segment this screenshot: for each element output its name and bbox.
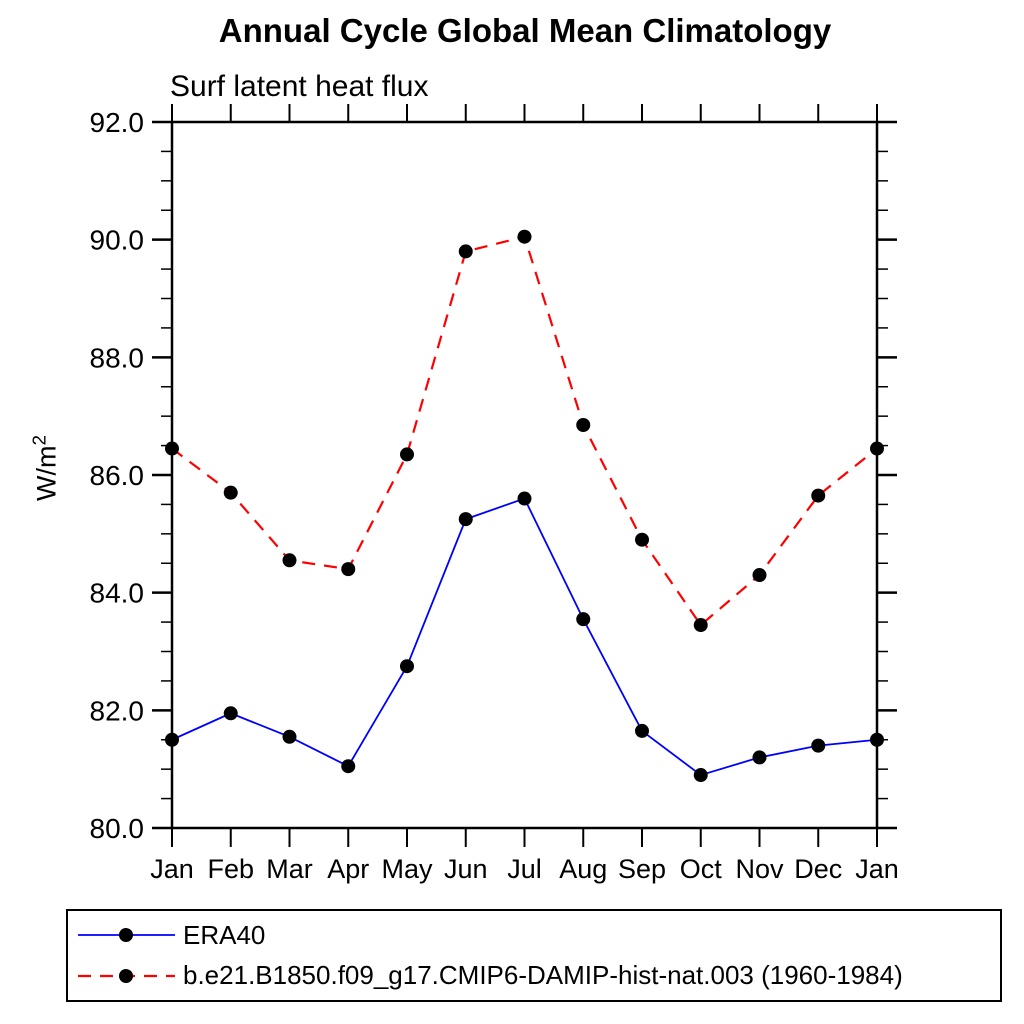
legend-item-era40: ERA40	[74, 916, 1000, 954]
data-point-0	[282, 729, 297, 744]
series-line-1	[171, 235, 878, 627]
data-point-0	[870, 732, 884, 747]
data-point-0	[400, 659, 414, 674]
x-axis-tick-label: Dec	[794, 854, 842, 884]
data-point-0	[811, 738, 826, 753]
data-point-1	[752, 568, 767, 583]
x-axis-tick-label: Nov	[735, 854, 784, 884]
data-point-0	[458, 512, 473, 527]
x-axis-tick-label: Oct	[680, 854, 723, 884]
data-point-0	[341, 759, 356, 774]
data-point-1	[635, 532, 649, 547]
legend-item-model: b.e21.B1850.f09_g17.CMIP6-DAMIP-hist-nat…	[74, 957, 1000, 995]
data-point-1	[870, 441, 884, 456]
series-line-0	[171, 497, 878, 777]
legend-label-model: b.e21.B1850.f09_g17.CMIP6-DAMIP-hist-nat…	[183, 960, 903, 991]
data-point-0	[576, 612, 591, 627]
x-axis-tick-label: Aug	[559, 854, 607, 884]
data-point-1	[341, 562, 356, 577]
data-point-1	[223, 485, 238, 500]
data-point-0	[165, 732, 179, 747]
y-axis-tick-label: 84.0	[90, 578, 145, 609]
data-point-0	[693, 768, 708, 783]
x-axis-tick-label: Sep	[618, 854, 666, 884]
x-axis-tick-label: Jul	[507, 854, 542, 884]
data-point-0	[223, 706, 238, 721]
x-axis-tick-label: Jan	[150, 854, 194, 884]
legend-sample-marker	[119, 928, 133, 943]
data-point-1	[165, 441, 179, 456]
y-axis-tick-label: 90.0	[90, 225, 145, 256]
legend-line-sample-dashed	[78, 968, 175, 983]
axis-frame	[170, 120, 879, 830]
legend: ERA40 b.e21.B1850.f09_g17.CMIP6-DAMIP-hi…	[66, 909, 1002, 1002]
chart-subtitle: Surf latent heat flux	[170, 70, 429, 103]
data-point-0	[752, 750, 767, 765]
data-point-1	[693, 618, 708, 633]
legend-line-sample-solid	[78, 928, 175, 943]
data-point-1	[576, 417, 591, 432]
data-point-1	[517, 229, 532, 244]
data-point-1	[282, 553, 297, 568]
data-point-1	[400, 447, 414, 462]
x-axis-tick-label: Mar	[266, 854, 313, 884]
legend-sample-marker	[119, 968, 133, 983]
data-point-0	[517, 491, 532, 506]
legend-label-era40: ERA40	[183, 919, 266, 950]
chart-title: Annual Cycle Global Mean Climatology	[218, 12, 832, 49]
data-point-0	[635, 723, 649, 738]
y-axis-tick-label: 82.0	[90, 695, 145, 726]
y-axis-tick-label: 88.0	[90, 342, 145, 373]
y-axis-tick-label: 80.0	[90, 813, 145, 844]
x-axis-tick-label: Jun	[444, 854, 488, 884]
x-axis-tick-label: Feb	[207, 854, 254, 884]
y-axis-tick-label: 86.0	[90, 460, 145, 491]
data-point-1	[811, 488, 826, 503]
data-point-1	[458, 244, 473, 259]
x-axis-tick-label: Apr	[327, 854, 369, 884]
x-axis-tick-label: Jan	[855, 854, 899, 884]
y-axis-tick-label: 92.0	[90, 107, 145, 138]
x-axis-tick-label: May	[381, 854, 433, 884]
